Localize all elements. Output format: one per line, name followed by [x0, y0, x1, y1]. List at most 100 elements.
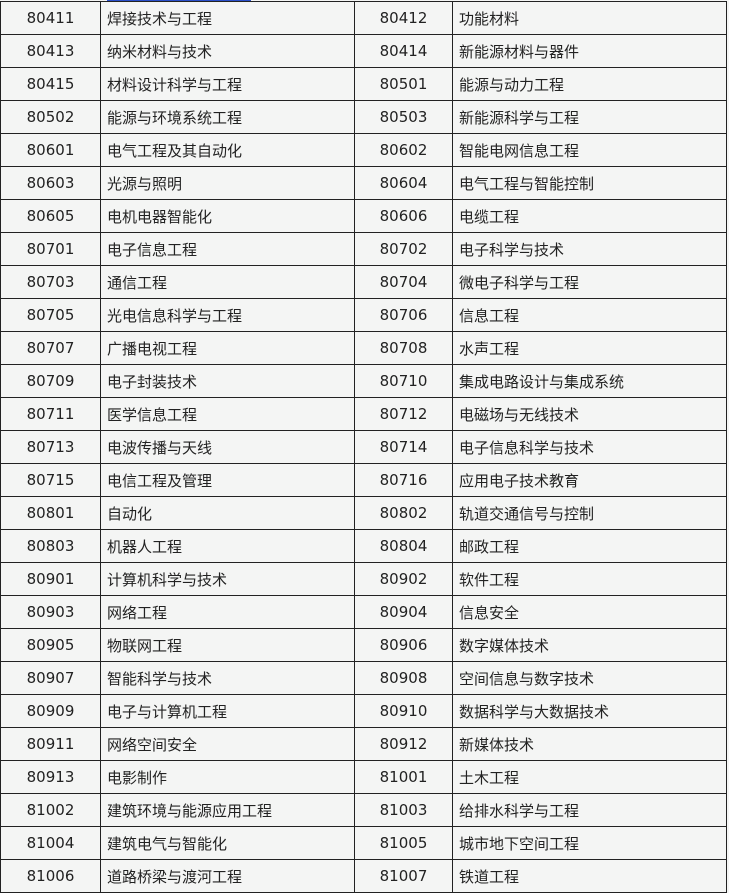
- major-code-cell: 81001: [354, 760, 453, 794]
- major-code-cell: 81003: [354, 793, 453, 827]
- major-code-cell: 81005: [354, 826, 453, 860]
- table-row: 80701 电子信息工程 80702 电子科学与技术: [0, 232, 727, 266]
- major-name-cell: 医学信息工程: [100, 397, 355, 431]
- table-row: 80909 电子与计算机工程 80910 数据科学与大数据技术: [0, 694, 727, 728]
- table-row: 80713 电波传播与天线 80714 电子信息科学与技术: [0, 430, 727, 464]
- major-code-cell: 80714: [354, 430, 453, 464]
- major-code-cell: 80603: [0, 166, 101, 200]
- major-code-cell: 80604: [354, 166, 453, 200]
- major-code-cell: 80411: [0, 1, 101, 35]
- major-name-cell: 数据科学与大数据技术: [452, 694, 727, 728]
- table-row: 80603 光源与照明 80604 电气工程与智能控制: [0, 166, 727, 200]
- major-name-cell: 焊接技术与工程: [100, 1, 355, 35]
- major-name-cell: 铁道工程: [452, 859, 727, 893]
- major-name-cell: 材料设计科学与工程: [100, 67, 355, 101]
- major-code-cell: 80707: [0, 331, 101, 365]
- major-code-cell: 81006: [0, 859, 101, 893]
- table-row: 81002 建筑环境与能源应用工程 81003 给排水科学与工程: [0, 793, 727, 827]
- major-code-cell: 80602: [354, 133, 453, 167]
- major-code-cell: 80501: [354, 67, 453, 101]
- table-row: 80601 电气工程及其自动化 80602 智能电网信息工程: [0, 133, 727, 167]
- major-code-cell: 80710: [354, 364, 453, 398]
- major-code-cell: 80908: [354, 661, 453, 695]
- table-row: 80703 通信工程 80704 微电子科学与工程: [0, 265, 727, 299]
- table-row: 80901 计算机科学与技术 80902 软件工程: [0, 562, 727, 596]
- major-name-cell: 空间信息与数字技术: [452, 661, 727, 695]
- major-name-cell: 建筑环境与能源应用工程: [100, 793, 355, 827]
- table-row: 81006 道路桥梁与渡河工程 81007 铁道工程: [0, 859, 727, 893]
- major-name-cell: 电缆工程: [452, 199, 727, 233]
- major-name-cell: 计算机科学与技术: [100, 562, 355, 596]
- major-name-cell: 网络工程: [100, 595, 355, 629]
- major-code-cell: 80412: [354, 1, 453, 35]
- major-code-cell: 81007: [354, 859, 453, 893]
- major-code-cell: 80912: [354, 727, 453, 761]
- table-row: 80415 材料设计科学与工程 80501 能源与动力工程: [0, 67, 727, 101]
- table-row: 80801 自动化 80802 轨道交通信号与控制: [0, 496, 727, 530]
- major-code-cell: 80701: [0, 232, 101, 266]
- major-name-cell: 邮政工程: [452, 529, 727, 563]
- major-name-cell: 集成电路设计与集成系统: [452, 364, 727, 398]
- table-row: 80413 纳米材料与技术 80414 新能源材料与器件: [0, 34, 727, 68]
- major-code-cell: 80414: [354, 34, 453, 68]
- major-code-cell: 80715: [0, 463, 101, 497]
- major-name-cell: 水声工程: [452, 331, 727, 365]
- major-name-cell: 物联网工程: [100, 628, 355, 662]
- major-name-cell: 应用电子技术教育: [452, 463, 727, 497]
- table-row: 80502 能源与环境系统工程 80503 新能源科学与工程: [0, 100, 727, 134]
- major-code-cell: 80601: [0, 133, 101, 167]
- major-code-cell: 80803: [0, 529, 101, 563]
- major-name-cell: 电波传播与天线: [100, 430, 355, 464]
- major-code-cell: 80804: [354, 529, 453, 563]
- table-row: 80605 电机电器智能化 80606 电缆工程: [0, 199, 727, 233]
- table-row: 80715 电信工程及管理 80716 应用电子技术教育: [0, 463, 727, 497]
- major-code-cell: 80904: [354, 595, 453, 629]
- major-name-cell: 建筑电气与智能化: [100, 826, 355, 860]
- major-code-cell: 81002: [0, 793, 101, 827]
- major-name-cell: 道路桥梁与渡河工程: [100, 859, 355, 893]
- major-code-cell: 80906: [354, 628, 453, 662]
- major-code-cell: 80413: [0, 34, 101, 68]
- table-row: 80803 机器人工程 80804 邮政工程: [0, 529, 727, 563]
- major-name-cell: 智能科学与技术: [100, 661, 355, 695]
- major-name-cell: 新媒体技术: [452, 727, 727, 761]
- major-code-cell: 80907: [0, 661, 101, 695]
- major-code-cell: 80709: [0, 364, 101, 398]
- major-name-cell: 电磁场与无线技术: [452, 397, 727, 431]
- major-name-cell: 信息安全: [452, 595, 727, 629]
- major-name-cell: 数字媒体技术: [452, 628, 727, 662]
- table-row: 80905 物联网工程 80906 数字媒体技术: [0, 628, 727, 662]
- major-code-cell: 80712: [354, 397, 453, 431]
- major-name-cell: 城市地下空间工程: [452, 826, 727, 860]
- major-code-cell: 80903: [0, 595, 101, 629]
- table-row: 80911 网络空间安全 80912 新媒体技术: [0, 727, 727, 761]
- major-code-cell: 80706: [354, 298, 453, 332]
- major-name-cell: 电子信息科学与技术: [452, 430, 727, 464]
- major-name-cell: 土木工程: [452, 760, 727, 794]
- table-row: 80707 广播电视工程 80708 水声工程: [0, 331, 727, 365]
- major-code-cell: 80704: [354, 265, 453, 299]
- major-name-cell: 电气工程及其自动化: [100, 133, 355, 167]
- major-code-cell: 80716: [354, 463, 453, 497]
- major-code-cell: 80606: [354, 199, 453, 233]
- major-code-cell: 80415: [0, 67, 101, 101]
- major-code-cell: 80909: [0, 694, 101, 728]
- major-code-cell: 80605: [0, 199, 101, 233]
- major-code-cell: 80911: [0, 727, 101, 761]
- major-name-cell: 信息工程: [452, 298, 727, 332]
- table-row: 80709 电子封装技术 80710 集成电路设计与集成系统: [0, 364, 727, 398]
- major-name-cell: 纳米材料与技术: [100, 34, 355, 68]
- major-name-cell: 电子封装技术: [100, 364, 355, 398]
- major-name-cell: 能源与动力工程: [452, 67, 727, 101]
- major-code-cell: 80705: [0, 298, 101, 332]
- major-name-cell: 电子信息工程: [100, 232, 355, 266]
- table-row: 81004 建筑电气与智能化 81005 城市地下空间工程: [0, 826, 727, 860]
- major-code-cell: 80901: [0, 562, 101, 596]
- major-name-cell: 给排水科学与工程: [452, 793, 727, 827]
- major-code-cell: 80713: [0, 430, 101, 464]
- major-name-cell: 电气工程与智能控制: [452, 166, 727, 200]
- major-name-cell: 网络空间安全: [100, 727, 355, 761]
- major-name-cell: 软件工程: [452, 562, 727, 596]
- major-code-cell: 80503: [354, 100, 453, 134]
